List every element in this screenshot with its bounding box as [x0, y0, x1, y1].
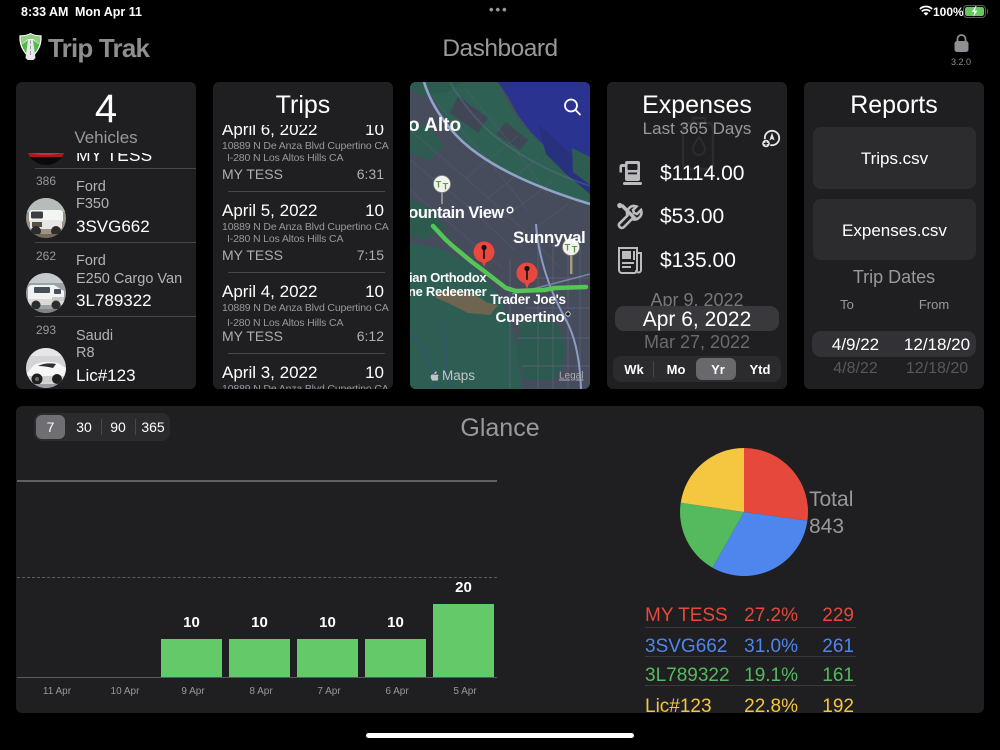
- svg-text:Mountain View: Mountain View: [410, 204, 504, 222]
- svg-text:ne Redeemer: ne Redeemer: [410, 284, 487, 299]
- svg-text:T: T: [443, 182, 449, 192]
- svg-text:Cupertino: Cupertino: [495, 309, 564, 326]
- svg-text:T: T: [565, 243, 571, 253]
- svg-text:ian Orthodox: ian Orthodox: [410, 270, 487, 285]
- svg-text:T: T: [572, 245, 578, 255]
- svg-text:T: T: [436, 180, 442, 190]
- svg-text:o Alto: o Alto: [410, 115, 461, 136]
- svg-text:Legal: Legal: [559, 371, 583, 382]
- svg-text:Trader Joe's: Trader Joe's: [490, 292, 565, 307]
- svg-text:Sunnyval: Sunnyval: [513, 228, 585, 247]
- svg-text:Maps: Maps: [442, 368, 475, 383]
